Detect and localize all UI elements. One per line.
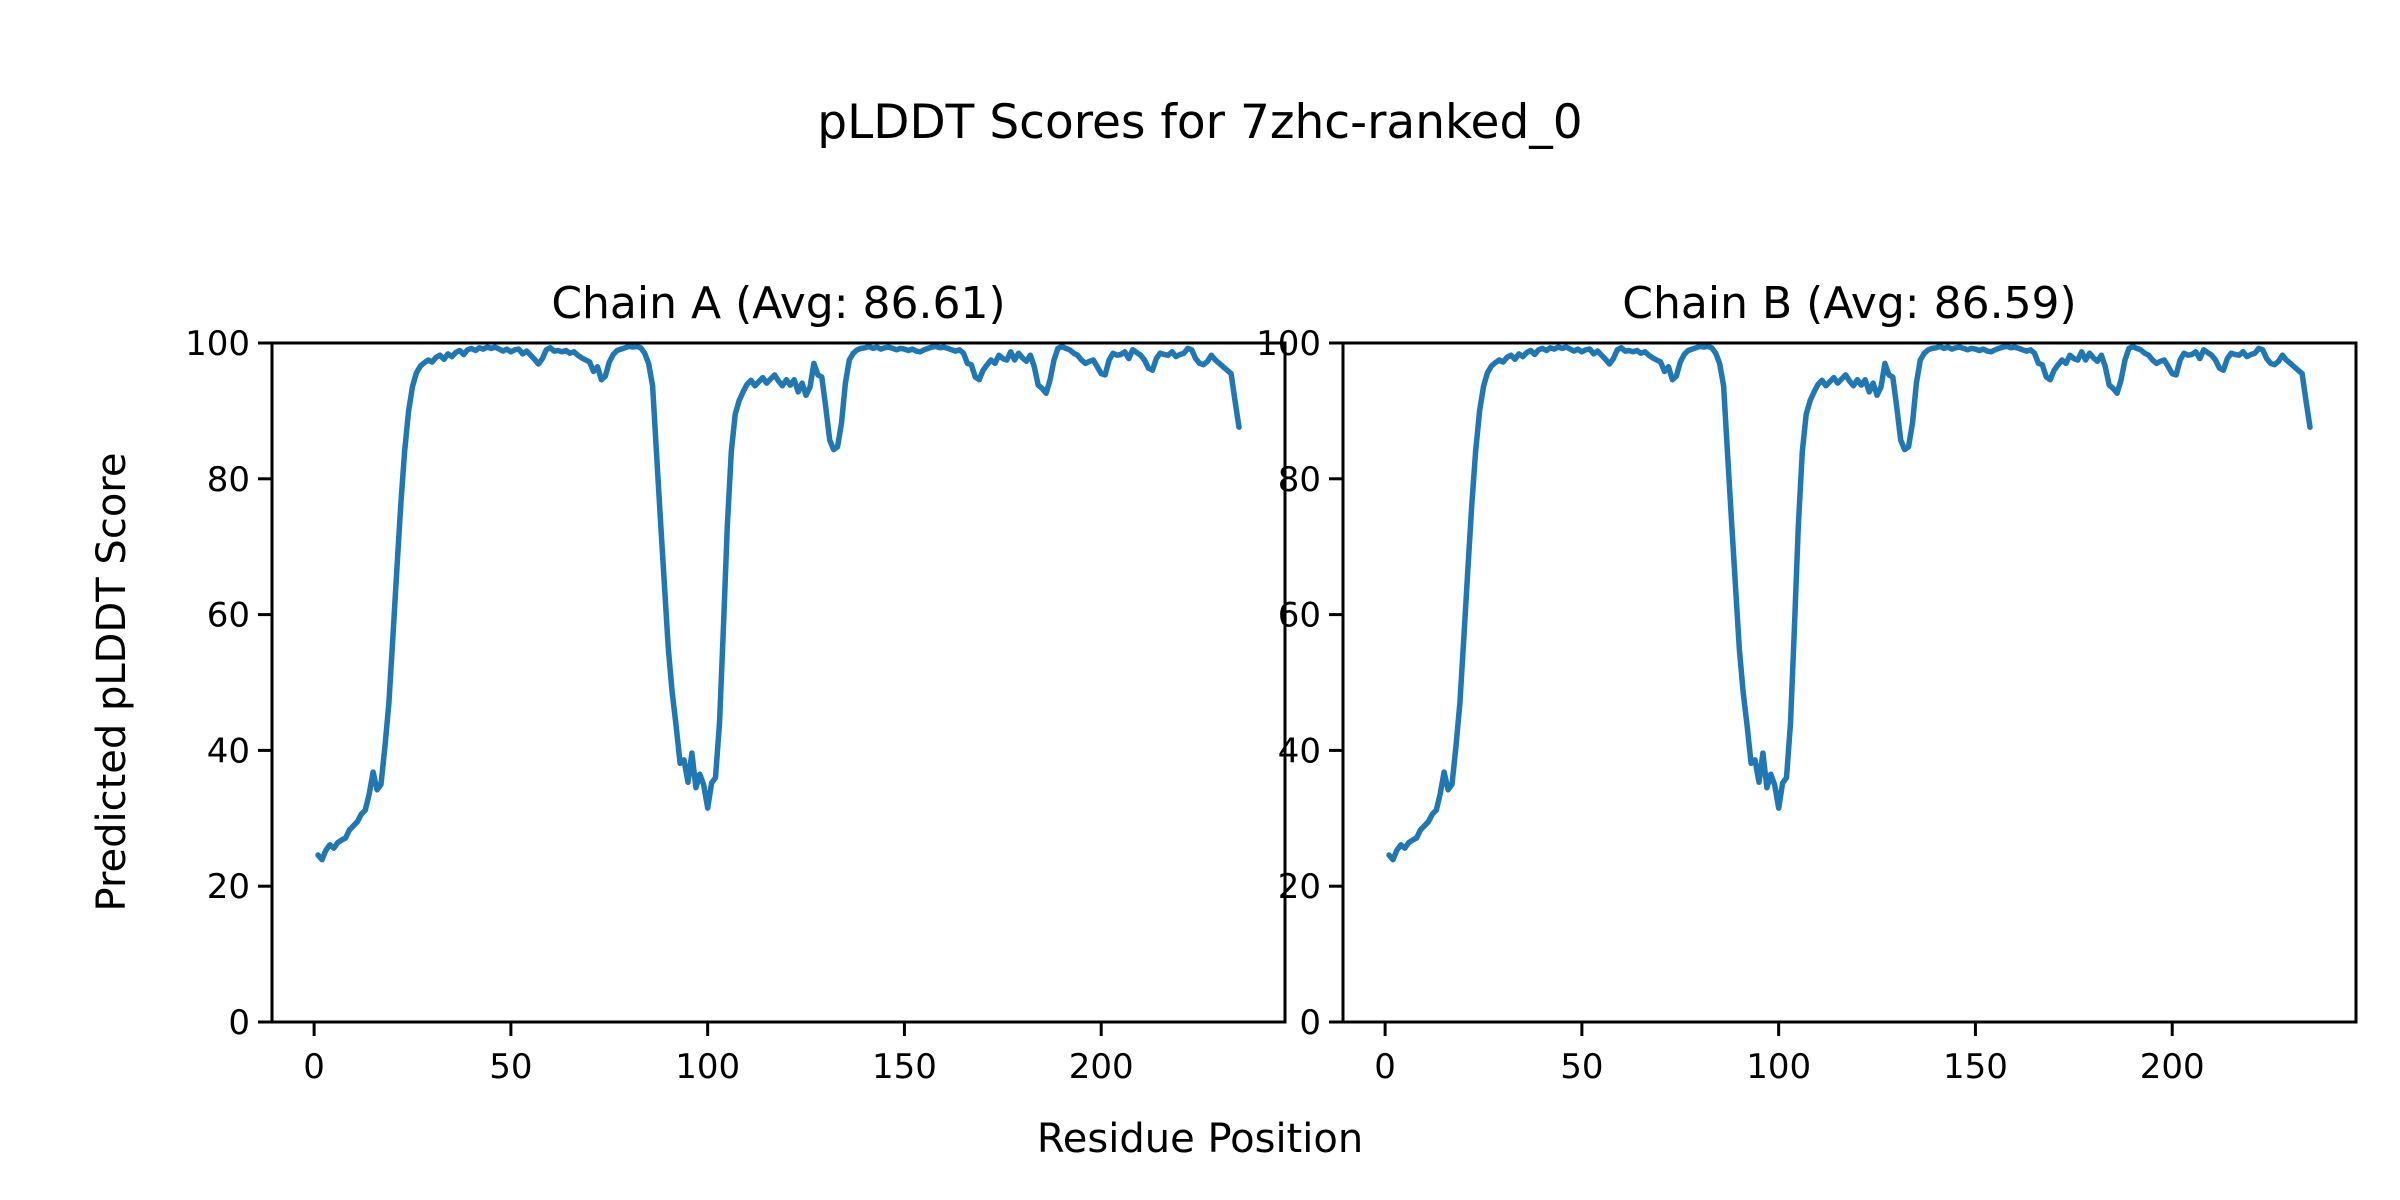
x-tick-label: 0 — [303, 1047, 325, 1087]
x-axis-label: Residue Position — [1036, 1116, 1364, 1162]
axes-frame — [1341, 341, 2358, 1024]
x-tick-label: 200 — [2140, 1047, 2205, 1087]
subplot-title-chain-b: Chain B (Avg: 86.59) — [1622, 278, 2077, 329]
x-tick-label: 50 — [1560, 1047, 1603, 1087]
axes-chain-a: 0 50 100 150 200 0 20 40 60 80 100 — [185, 324, 1287, 1087]
x-tick-label: 50 — [489, 1047, 532, 1087]
y-tick-label: 80 — [1278, 460, 1321, 500]
y-tick-label: 20 — [207, 867, 250, 907]
y-tick-label: 60 — [1278, 596, 1321, 636]
y-tick-label: 0 — [1299, 1003, 1321, 1043]
y-tick-label: 80 — [207, 460, 250, 500]
y-tick-label: 40 — [1278, 731, 1321, 771]
y-tick-label: 100 — [185, 324, 250, 364]
subplot-title-chain-a: Chain A (Avg: 86.61) — [551, 278, 1006, 329]
x-tick-label: 0 — [1374, 1047, 1396, 1087]
x-tick-label: 100 — [1746, 1047, 1811, 1087]
x-tick-label: 200 — [1069, 1047, 1134, 1087]
y-tick-label: 100 — [1256, 324, 1321, 364]
x-tick-label: 150 — [872, 1047, 937, 1087]
y-tick-label: 0 — [228, 1003, 250, 1043]
plddt-line-chain-a — [315, 343, 1242, 863]
x-tick-label: 150 — [1943, 1047, 2008, 1087]
y-tick-label: 40 — [207, 731, 250, 771]
y-axis-label: Predicted pLDDT Score — [89, 452, 135, 912]
y-tick-label: 60 — [207, 596, 250, 636]
y-tick-label: 20 — [1278, 867, 1321, 907]
axes-frame — [270, 341, 1287, 1024]
figure-title: pLDDT Scores for 7zhc-ranked_0 — [817, 95, 1583, 150]
x-tick-label: 100 — [675, 1047, 740, 1087]
axes-chain-b: 0 50 100 150 200 0 20 40 60 80 100 — [1256, 324, 2358, 1087]
plddt-line-chain-b — [1386, 343, 2313, 863]
